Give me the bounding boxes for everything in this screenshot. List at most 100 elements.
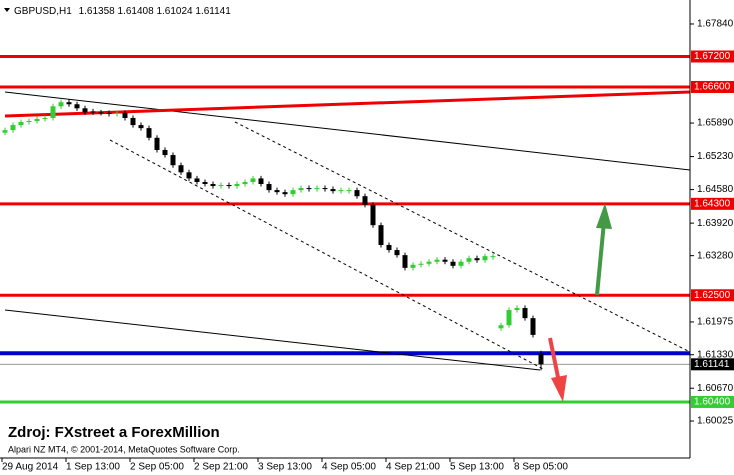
candle-body xyxy=(370,204,376,226)
candle-body xyxy=(266,184,272,191)
x-tick-label: 4 Sep 05:00 xyxy=(322,462,376,473)
candle-body xyxy=(338,190,344,192)
x-tick-label: 1 Sep 13:00 xyxy=(66,462,120,473)
open: 1.61358 xyxy=(79,6,116,17)
candle-body xyxy=(354,190,360,197)
x-tick-label: 3 Sep 13:00 xyxy=(258,462,312,473)
channel-line xyxy=(234,121,691,353)
candle-body xyxy=(10,125,16,131)
high: 1.61408 xyxy=(118,6,155,17)
candle-body xyxy=(330,189,336,192)
candle-body xyxy=(450,261,456,266)
candle-body xyxy=(514,307,520,311)
y-tick-label: 1.60025 xyxy=(697,416,734,427)
level-label-box xyxy=(691,395,734,408)
level-label: 1.62500 xyxy=(694,290,731,301)
down-arrow xyxy=(548,337,561,383)
current-price-box xyxy=(691,358,734,371)
candle-body xyxy=(474,258,480,261)
y-tick-label: 1.63920 xyxy=(697,218,734,229)
levels xyxy=(0,54,690,404)
candle-body xyxy=(218,185,224,187)
y-tick-label: 1.65230 xyxy=(697,151,734,162)
candle-body xyxy=(426,261,432,264)
candle-body xyxy=(522,307,528,319)
y-tick-label: 1.61975 xyxy=(697,317,734,328)
candle-body xyxy=(386,244,392,251)
low: 1.61024 xyxy=(156,6,193,17)
candle-body xyxy=(186,172,192,179)
candle-body xyxy=(274,190,280,193)
current-price-label: 1.61141 xyxy=(694,359,730,370)
x-tick-label: 8 Sep 05:00 xyxy=(514,462,568,473)
candle-body xyxy=(170,155,176,166)
y-tick-label: 1.61330 xyxy=(697,349,734,360)
trend-line xyxy=(4,91,691,171)
y-tick-label: 1.64580 xyxy=(697,184,734,195)
up-arrow xyxy=(595,221,606,296)
candle-body xyxy=(42,117,48,119)
y-tick-label: 1.63280 xyxy=(697,250,734,261)
level-label-box xyxy=(691,289,734,302)
level-label-box xyxy=(691,197,734,210)
candle-body xyxy=(442,259,448,262)
candle-body xyxy=(394,250,400,256)
header: GBPUSD,H1 1.61358 1.61408 1.61024 1.6114… xyxy=(14,6,231,17)
candle-body xyxy=(530,318,536,335)
candle-body xyxy=(74,104,80,109)
candle-body xyxy=(458,261,464,266)
down-arrow-head xyxy=(551,375,567,402)
candle-body xyxy=(146,128,152,138)
candle-body xyxy=(314,188,320,190)
candle-body xyxy=(490,256,496,258)
resistance-line xyxy=(4,90,691,118)
candle-body xyxy=(138,125,144,129)
level-label: 1.64300 xyxy=(694,198,731,209)
candle-body xyxy=(58,102,64,107)
source: Zdroj: FXstreet a ForexMillion xyxy=(8,424,220,441)
x-tick-label: 29 Aug 2014 xyxy=(2,462,59,473)
candle-body xyxy=(162,149,168,156)
candle-body xyxy=(402,255,408,268)
x-tick-label: 2 Sep 05:00 xyxy=(130,462,184,473)
symbol: GBPUSD,H1 xyxy=(14,6,72,17)
candle-body xyxy=(114,112,120,114)
candle-body xyxy=(82,108,88,113)
candle-body xyxy=(2,130,8,133)
candle-body xyxy=(346,190,352,192)
candle-body xyxy=(98,112,104,114)
candle-body xyxy=(538,353,544,365)
candle-body xyxy=(90,111,96,113)
candle-body xyxy=(18,122,24,126)
channel-line xyxy=(109,139,546,371)
candle-body xyxy=(202,181,208,185)
candle-body xyxy=(34,118,40,122)
x-tick-label: 2 Sep 21:00 xyxy=(194,462,248,473)
candle-body xyxy=(378,225,384,245)
candle-body xyxy=(130,117,136,126)
candle-body xyxy=(322,188,328,190)
axis: 1.67840 1.65890 1.65230 1.64580 1.63920 1.632… xyxy=(1,19,734,473)
candle-body xyxy=(258,178,264,185)
y-tick-label: 1.65890 xyxy=(697,118,734,129)
candle-body xyxy=(106,112,112,114)
candle-body xyxy=(306,188,312,190)
menu-icon xyxy=(4,8,10,12)
level-label-box xyxy=(691,80,734,93)
candle-body xyxy=(466,258,472,262)
candle-body xyxy=(418,263,424,265)
level-label: 1.67200 xyxy=(694,51,731,62)
candle-body xyxy=(298,188,304,191)
candle-body xyxy=(290,190,296,195)
candle-body xyxy=(122,112,128,118)
candle-body xyxy=(506,310,512,326)
candles xyxy=(2,99,544,371)
candle-body xyxy=(66,102,72,105)
level-label: 1.66600 xyxy=(694,82,731,93)
candle-body xyxy=(194,178,200,182)
up-arrow-head xyxy=(596,203,612,229)
y-tick-label: 1.67840 xyxy=(697,19,734,30)
drawings xyxy=(4,90,691,402)
candle-body xyxy=(282,192,288,195)
